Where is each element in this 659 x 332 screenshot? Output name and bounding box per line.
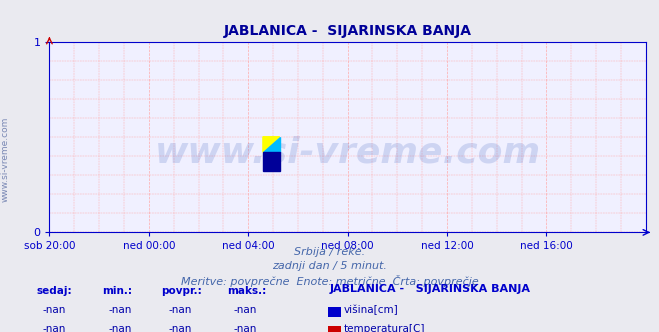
Polygon shape [263,137,279,152]
Text: Meritve: povprečne  Enote: metrične  Črta: povprečje: Meritve: povprečne Enote: metrične Črta:… [181,275,478,287]
Text: zadnji dan / 5 minut.: zadnji dan / 5 minut. [272,261,387,271]
Text: -nan: -nan [43,324,66,332]
Polygon shape [263,137,279,152]
Text: www.si-vreme.com: www.si-vreme.com [1,117,10,202]
Text: višina[cm]: višina[cm] [344,305,399,315]
Text: maks.:: maks.: [227,286,267,296]
Text: -nan: -nan [43,305,66,315]
Text: www.si-vreme.com: www.si-vreme.com [155,135,540,169]
Text: Srbija / reke.: Srbija / reke. [294,247,365,257]
Title: JABLANICA -  SIJARINSKA BANJA: JABLANICA - SIJARINSKA BANJA [223,24,472,38]
Text: -nan: -nan [109,324,132,332]
Text: povpr.:: povpr.: [161,286,202,296]
Text: -nan: -nan [168,305,191,315]
Polygon shape [263,152,279,171]
Text: -nan: -nan [234,324,257,332]
Text: temperatura[C]: temperatura[C] [344,324,426,332]
Text: -nan: -nan [234,305,257,315]
Text: sedaj:: sedaj: [36,286,72,296]
Text: -nan: -nan [168,324,191,332]
Text: JABLANICA -   SIJARINSKA BANJA: JABLANICA - SIJARINSKA BANJA [330,284,530,294]
Text: -nan: -nan [109,305,132,315]
Text: min.:: min.: [102,286,132,296]
